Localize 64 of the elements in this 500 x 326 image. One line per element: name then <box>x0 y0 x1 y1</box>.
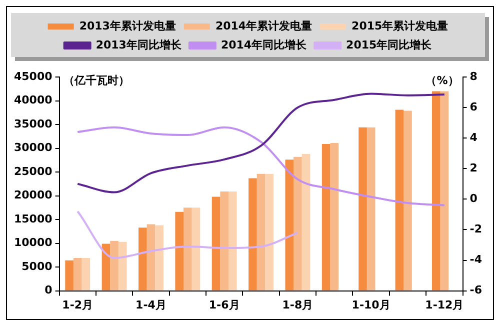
x-tick-label: 1-4月 <box>136 298 166 312</box>
y2-tick-label: 8 <box>470 70 478 83</box>
legend-label: 2013年同比增长 <box>96 38 182 52</box>
bar <box>146 224 156 290</box>
y2-tick-label: 2 <box>470 161 478 174</box>
bar <box>155 225 164 290</box>
bar <box>82 258 90 290</box>
bar <box>330 143 339 290</box>
bar <box>110 240 118 290</box>
y2-axis-title: （%） <box>426 74 459 87</box>
legend-label: 2015年累计发电量 <box>352 19 448 32</box>
y2-tick-label: -4 <box>470 253 482 266</box>
y2-tick-label: -2 <box>470 222 482 236</box>
bar <box>256 174 266 290</box>
y2-tick-label: 4 <box>470 130 478 144</box>
bar <box>212 196 220 290</box>
legend-label: 2015年同比增长 <box>346 38 433 52</box>
y2-tick-label: 6 <box>470 100 478 114</box>
y-tick-label: 10000 <box>14 236 53 250</box>
bar <box>65 260 74 290</box>
y2-tick-label: -6 <box>470 284 482 297</box>
y-tick-label: 5000 <box>22 260 53 273</box>
legend-label: 2014年累计发电量 <box>215 19 312 32</box>
bar <box>294 156 302 290</box>
bar <box>404 110 412 290</box>
bar <box>358 127 367 290</box>
bar <box>265 174 274 290</box>
y-tick-label: 45000 <box>14 70 53 83</box>
y-tick-label: 25000 <box>14 164 53 178</box>
y-tick-label: 35000 <box>14 117 53 130</box>
bar <box>220 192 228 290</box>
bar <box>102 244 110 290</box>
y-tick-label: 30000 <box>14 141 53 154</box>
bar <box>366 127 376 290</box>
y-tick-label: 0 <box>44 284 53 297</box>
x-tick-label: 1-2月 <box>62 298 94 312</box>
bar <box>73 258 82 290</box>
bar <box>322 144 330 290</box>
y-tick-label: 20000 <box>14 188 53 202</box>
x-tick-label: 1-12月 <box>425 298 464 312</box>
x-tick-label: 1-10月 <box>352 298 390 312</box>
legend-label: 2013年累计发电量 <box>79 19 176 32</box>
y-axis-title: （亿千瓦时） <box>63 74 130 87</box>
bar <box>285 160 294 290</box>
bar <box>192 208 200 290</box>
bar <box>228 192 237 290</box>
y-tick-label: 15000 <box>14 212 53 226</box>
bar <box>432 91 440 290</box>
bar <box>118 242 127 290</box>
line-series <box>76 126 446 206</box>
bar <box>138 228 147 290</box>
bar <box>184 208 192 290</box>
legend-label: 2014年同比增长 <box>220 38 308 52</box>
line-series <box>76 92 446 194</box>
x-tick-label: 1-8月 <box>282 298 314 312</box>
x-tick-label: 1-6月 <box>208 298 240 312</box>
bar <box>395 110 404 290</box>
y-tick-label: 40000 <box>14 94 53 107</box>
bar <box>248 178 257 290</box>
bar <box>302 154 310 290</box>
bar <box>175 212 184 290</box>
bar <box>440 91 449 290</box>
y2-tick-label: 0 <box>470 192 478 206</box>
line-series <box>76 210 299 259</box>
